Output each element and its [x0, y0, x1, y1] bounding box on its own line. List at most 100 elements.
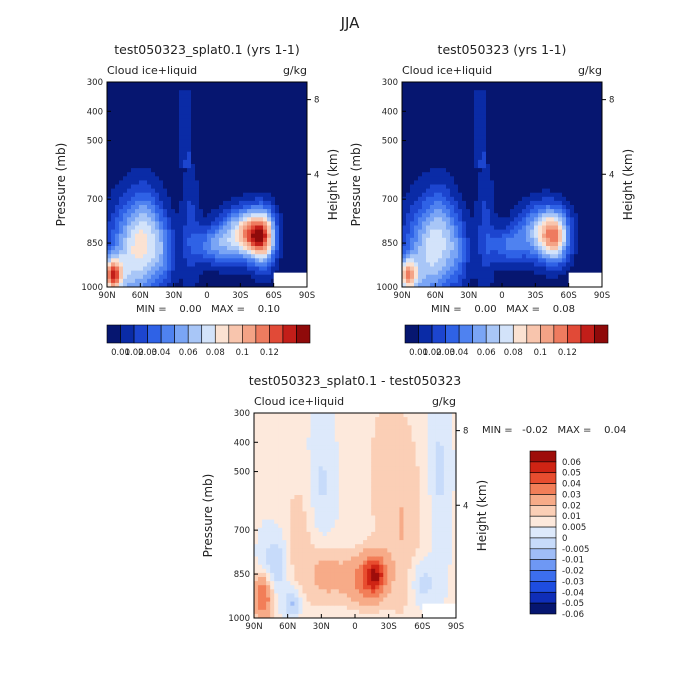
field-cell: [534, 241, 539, 247]
field-cell: [207, 147, 212, 153]
field-cell: [406, 262, 411, 267]
field-cell: [550, 209, 555, 214]
y2-axis-label: Height (km): [326, 149, 340, 220]
field-cell: [275, 184, 280, 189]
field-cell: [211, 278, 216, 284]
field-cell: [530, 282, 535, 288]
field-cell: [534, 250, 539, 255]
field-cell: [414, 147, 419, 153]
field-cell: [446, 139, 451, 144]
field-cell: [458, 221, 463, 226]
field-cell: [175, 139, 180, 144]
field-cell: [191, 221, 196, 226]
field-cell: [434, 139, 439, 144]
field-cell: [127, 123, 132, 128]
field-cell: [406, 110, 411, 116]
field-cell: [227, 225, 232, 230]
field-cell: [578, 86, 583, 91]
field-cell: [199, 209, 204, 214]
field-cell: [111, 94, 116, 99]
field-cell: [514, 164, 519, 169]
field-cell: [203, 90, 208, 95]
field-cell: [279, 258, 284, 263]
field-cell: [267, 172, 272, 177]
field-cell: [414, 155, 419, 161]
field-cell: [239, 159, 244, 165]
field-cell: [227, 172, 232, 177]
field-cell: [187, 180, 192, 185]
field-cell: [402, 237, 407, 243]
field-cell: [243, 225, 248, 230]
field-cell: [442, 229, 447, 235]
field-cell: [139, 196, 144, 202]
field-cell: [135, 110, 140, 116]
field-cell: [239, 192, 244, 198]
field-cell: [175, 102, 180, 107]
field-cell: [446, 254, 451, 259]
field-cell: [219, 180, 224, 185]
field-cell: [119, 135, 124, 140]
field-cell: [111, 131, 116, 136]
field-cell: [466, 278, 471, 284]
field-cell: [239, 254, 244, 259]
field-cell: [219, 270, 224, 276]
field-cell: [215, 159, 220, 165]
field-cell: [167, 90, 172, 95]
field-cell: [510, 229, 515, 235]
field-cell: [506, 151, 511, 157]
field-cell: [450, 123, 455, 128]
field-cell: [235, 86, 240, 91]
field-cell: [175, 278, 180, 284]
field-cell: [574, 118, 579, 124]
field-cell: [123, 209, 128, 214]
field-cell: [506, 139, 511, 144]
field-cell: [239, 114, 244, 120]
field-cell: [486, 90, 491, 95]
field-cell: [131, 209, 136, 214]
field-cell: [159, 270, 164, 276]
field-cell: [131, 233, 136, 239]
field-cell: [283, 151, 288, 157]
field-cell: [454, 114, 459, 120]
field-cell: [430, 213, 435, 218]
field-cell: [291, 188, 296, 194]
field-cell: [490, 274, 495, 280]
field-cell: [295, 237, 300, 243]
field-cell: [243, 229, 248, 235]
field-cell: [594, 168, 599, 173]
field-cell: [442, 110, 447, 116]
field-cell: [530, 229, 535, 235]
field-cell: [215, 250, 220, 255]
field-cell: [279, 123, 284, 128]
field-cell: [486, 82, 491, 87]
field-cell: [402, 192, 407, 198]
field-cell: [123, 254, 128, 259]
field-cell: [418, 168, 423, 173]
field-cell: [510, 278, 515, 284]
field-cell: [470, 282, 475, 288]
field-cell: [458, 274, 463, 280]
field-cell: [247, 250, 252, 255]
field-cell: [410, 188, 415, 194]
field-cell: [458, 127, 463, 132]
field-cell: [562, 270, 567, 276]
field-cell: [410, 221, 415, 226]
field-cell: [231, 196, 236, 202]
field-cell: [482, 241, 487, 247]
field-cell: [155, 155, 160, 161]
field-cell: [207, 118, 212, 124]
field-cell: [247, 139, 252, 144]
field-cell: [506, 246, 511, 251]
field-cell: [295, 241, 300, 247]
field-cell: [303, 266, 308, 271]
field-cell: [199, 82, 204, 87]
field-cell: [111, 188, 116, 194]
field-cell: [518, 205, 523, 210]
field-cell: [426, 278, 431, 284]
field-cell: [267, 143, 272, 148]
field-cell: [235, 94, 240, 99]
field-cell: [474, 139, 479, 144]
field-cell: [171, 110, 176, 116]
field-cell: [426, 200, 431, 206]
field-cell: [426, 176, 431, 181]
